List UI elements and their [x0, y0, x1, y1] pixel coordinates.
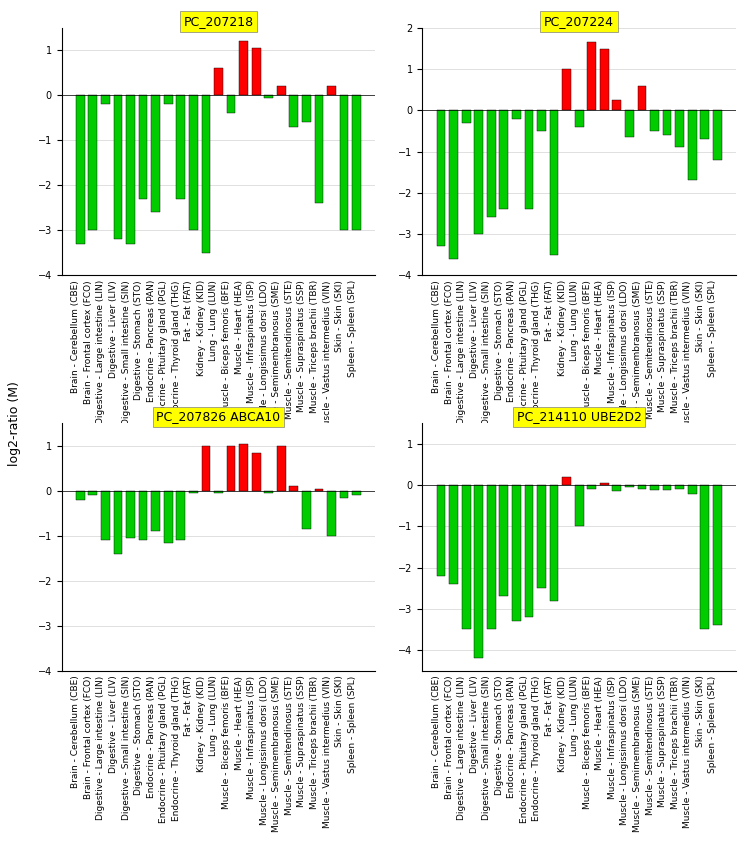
- Bar: [613, 100, 621, 110]
- Bar: [537, 485, 546, 589]
- Bar: [650, 110, 659, 131]
- Bar: [462, 485, 471, 629]
- Bar: [327, 86, 336, 96]
- Bar: [662, 485, 671, 490]
- Bar: [126, 491, 135, 538]
- Bar: [600, 483, 609, 485]
- Bar: [625, 110, 634, 137]
- Bar: [436, 110, 445, 246]
- Bar: [327, 491, 336, 536]
- Bar: [302, 491, 311, 529]
- Bar: [688, 110, 697, 180]
- Bar: [512, 110, 520, 119]
- Bar: [499, 485, 508, 596]
- Bar: [264, 96, 273, 97]
- Bar: [139, 96, 147, 199]
- Bar: [176, 96, 185, 199]
- Bar: [89, 96, 97, 230]
- Bar: [650, 485, 659, 490]
- Bar: [475, 110, 483, 234]
- Bar: [252, 452, 261, 491]
- Bar: [89, 491, 97, 495]
- Bar: [315, 96, 324, 203]
- Bar: [587, 485, 596, 490]
- Bar: [675, 110, 684, 147]
- Bar: [701, 110, 709, 139]
- Bar: [550, 110, 559, 255]
- Bar: [252, 48, 261, 96]
- Bar: [575, 485, 584, 527]
- Bar: [524, 485, 533, 617]
- Bar: [289, 486, 298, 491]
- Bar: [214, 491, 223, 493]
- Bar: [126, 96, 135, 244]
- Bar: [76, 96, 85, 244]
- Bar: [449, 485, 458, 584]
- Bar: [101, 491, 110, 540]
- Title: PC_207218: PC_207218: [183, 15, 254, 28]
- Bar: [164, 491, 173, 543]
- Bar: [662, 110, 671, 136]
- Bar: [277, 86, 285, 96]
- Bar: [487, 110, 496, 218]
- Bar: [201, 96, 210, 252]
- Bar: [289, 96, 298, 127]
- Bar: [638, 485, 647, 490]
- Bar: [475, 485, 483, 658]
- Bar: [227, 446, 235, 491]
- Bar: [638, 86, 647, 110]
- Bar: [487, 485, 496, 629]
- Title: PC_214110 UBE2D2: PC_214110 UBE2D2: [517, 411, 641, 424]
- Bar: [264, 491, 273, 493]
- Bar: [675, 485, 684, 490]
- Bar: [151, 491, 160, 531]
- Title: PC_207826 ABCA10: PC_207826 ABCA10: [156, 411, 281, 424]
- Text: log2-ratio (M): log2-ratio (M): [8, 381, 20, 466]
- Bar: [352, 491, 361, 495]
- Bar: [713, 485, 722, 625]
- Bar: [201, 446, 210, 491]
- Bar: [449, 110, 458, 258]
- Bar: [462, 110, 471, 123]
- Bar: [550, 485, 559, 601]
- Bar: [713, 110, 722, 160]
- Bar: [76, 491, 85, 500]
- Bar: [239, 444, 248, 491]
- Bar: [352, 96, 361, 230]
- Bar: [189, 491, 198, 493]
- Bar: [562, 477, 571, 485]
- Bar: [139, 491, 147, 540]
- Bar: [436, 485, 445, 576]
- Bar: [512, 485, 520, 621]
- Bar: [600, 48, 609, 110]
- Bar: [189, 96, 198, 230]
- Bar: [176, 491, 185, 540]
- Bar: [277, 446, 285, 491]
- Bar: [214, 69, 223, 96]
- Bar: [151, 96, 160, 213]
- Bar: [625, 485, 634, 487]
- Bar: [113, 491, 122, 554]
- Bar: [587, 42, 596, 110]
- Bar: [613, 485, 621, 491]
- Title: PC_207224: PC_207224: [544, 15, 614, 28]
- Bar: [101, 96, 110, 104]
- Bar: [227, 96, 235, 113]
- Bar: [562, 69, 571, 110]
- Bar: [315, 489, 324, 491]
- Bar: [701, 485, 709, 629]
- Bar: [575, 110, 584, 127]
- Bar: [239, 42, 248, 96]
- Bar: [113, 96, 122, 239]
- Bar: [524, 110, 533, 209]
- Bar: [302, 96, 311, 122]
- Bar: [537, 110, 546, 131]
- Bar: [164, 96, 173, 104]
- Bar: [339, 491, 348, 498]
- Bar: [688, 485, 697, 494]
- Bar: [499, 110, 508, 209]
- Bar: [339, 96, 348, 230]
